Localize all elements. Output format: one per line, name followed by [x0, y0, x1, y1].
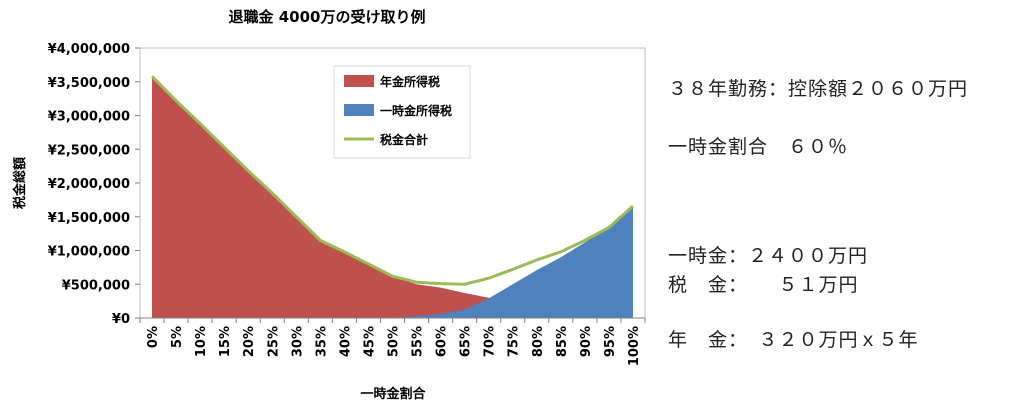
- chart: 退職金 4000万の受け取り例 税金総額 一時金割合 ¥0 ¥500,000 ¥1,…: [12, 8, 646, 402]
- series-area-0: [152, 76, 633, 318]
- x-tick-label: 40%: [338, 326, 353, 357]
- legend-label-total-tax: 税金合計: [380, 132, 428, 147]
- x-tick-label: 100%: [627, 326, 642, 366]
- x-tick-label: 45%: [362, 326, 377, 357]
- y-tick-label: ¥1,000,000: [48, 245, 130, 260]
- series-area-1: [152, 205, 633, 318]
- legend-swatch-pension-tax: [344, 75, 374, 87]
- x-tick-label: 10%: [194, 326, 209, 357]
- x-tick-label: 80%: [531, 326, 546, 357]
- x-tick-label: 95%: [603, 326, 618, 357]
- x-tick-label: 60%: [435, 326, 450, 357]
- x-tick-label: 5%: [170, 326, 185, 348]
- deduction-note: ３８年勤務：控除額２０６０万円: [668, 78, 969, 100]
- pension-amount-note: 年 金： ３２０万円ｘ５年: [668, 329, 919, 351]
- y-tick-label: ¥1,500,000: [48, 211, 130, 226]
- x-tick-label: 85%: [555, 326, 570, 357]
- y-ticks: ¥0 ¥500,000 ¥1,000,000 ¥1,500,000 ¥2,000,000…: [48, 42, 141, 327]
- lumpsum-ratio-note: 一時金割合 ６０％: [668, 136, 849, 158]
- y-tick-label: ¥2,000,000: [48, 177, 130, 192]
- x-tick-label: 70%: [483, 326, 498, 357]
- chart-title: 退職金 4000万の受け取り例: [229, 8, 426, 26]
- y-tick-label: ¥2,500,000: [48, 143, 130, 158]
- legend-swatch-lumpsum-tax: [344, 104, 374, 116]
- legend-label-pension-tax: 年金所得税: [380, 74, 440, 89]
- payment-breakdown: 一時金：２４００万円 年 金： ３２０万円ｘ５年: [668, 186, 919, 382]
- x-tick-label: 50%: [387, 326, 402, 357]
- x-tick-label: 75%: [507, 326, 522, 357]
- x-tick-label: 35%: [314, 326, 329, 357]
- lumpsum-amount-note: 一時金：２４００万円: [668, 245, 869, 267]
- x-tick-label: 20%: [242, 326, 257, 357]
- x-tick-label: 15%: [218, 326, 233, 357]
- legend: 年金所得税 一時金所得税 税金合計: [333, 65, 471, 159]
- x-tick-label: 25%: [266, 326, 281, 357]
- y-tick-label: ¥4,000,000: [48, 42, 130, 57]
- x-tick-label: 55%: [411, 326, 426, 357]
- y-tick-label: ¥500,000: [62, 278, 130, 293]
- x-tick-label: 0%: [146, 326, 161, 348]
- y-axis-label: 税金総額: [12, 157, 28, 209]
- tax-amount-note: 税 金： ５１万円: [668, 274, 859, 296]
- y-tick-label: ¥3,000,000: [48, 110, 130, 125]
- y-tick-label: ¥3,500,000: [48, 76, 130, 91]
- x-tick-label: 65%: [459, 326, 474, 357]
- series-line-2: [150, 75, 634, 286]
- x-tick-label: 30%: [290, 326, 305, 357]
- x-tick-label: 90%: [579, 326, 594, 357]
- x-axis-label: 一時金割合: [360, 386, 426, 402]
- legend-label-lumpsum-tax: 一時金所得税: [380, 103, 452, 118]
- x-ticks: 0% 5% 10% 15% 20% 25% 30% 35% 40% 45% 50% 55% 60% 65%…: [139, 317, 646, 366]
- y-tick-label: ¥0: [112, 312, 130, 327]
